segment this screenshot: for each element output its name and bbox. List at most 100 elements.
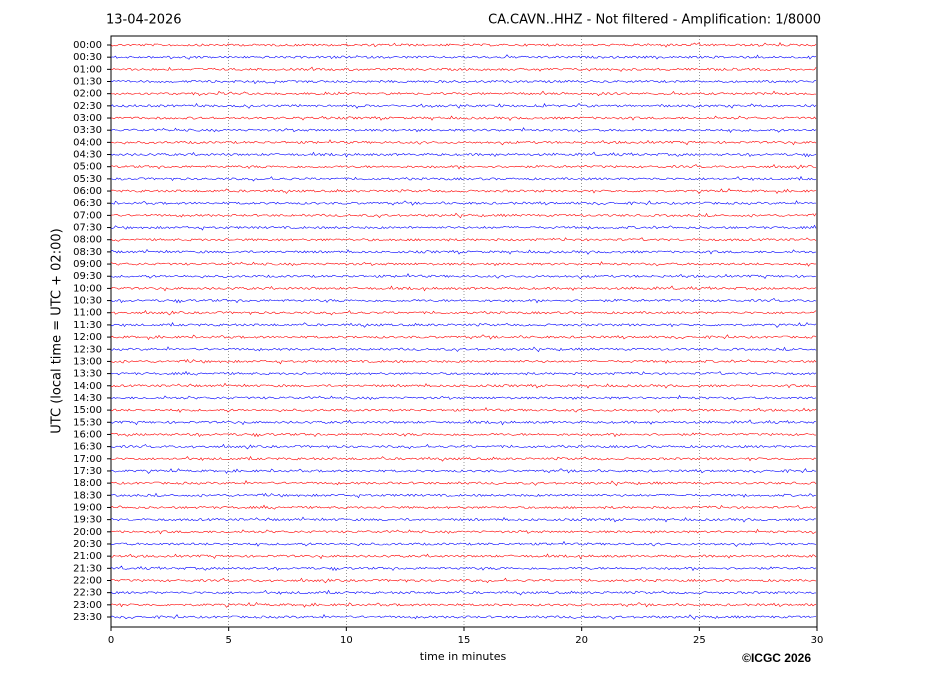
trace bbox=[110, 370, 817, 376]
x-tick-label: 10 bbox=[340, 635, 353, 646]
y-tick-label: 01:30 bbox=[73, 77, 102, 88]
credit: ©ICGC 2026 bbox=[742, 651, 811, 665]
y-tick-label: 09:00 bbox=[73, 259, 102, 270]
y-tick-label: 21:00 bbox=[73, 551, 102, 562]
x-axis-label: time in minutes bbox=[420, 650, 507, 663]
y-tick-label: 10:30 bbox=[73, 296, 102, 307]
y-tick-label: 03:30 bbox=[73, 125, 102, 136]
trace bbox=[110, 139, 817, 146]
trace bbox=[110, 613, 817, 620]
y-tick-label: 04:00 bbox=[73, 137, 102, 148]
y-tick-label: 20:00 bbox=[73, 527, 102, 538]
y-tick-label: 18:00 bbox=[73, 478, 102, 489]
trace bbox=[110, 90, 817, 97]
trace bbox=[110, 358, 817, 365]
trace bbox=[110, 334, 817, 341]
y-tick-label: 16:00 bbox=[73, 429, 102, 440]
trace bbox=[110, 504, 817, 510]
x-tick-label: 25 bbox=[693, 635, 706, 646]
y-tick-label: 17:30 bbox=[73, 466, 102, 477]
y-tick-label: 06:30 bbox=[73, 198, 102, 209]
y-tick-label: 22:00 bbox=[73, 575, 102, 586]
trace bbox=[110, 382, 817, 389]
trace bbox=[110, 432, 816, 438]
y-tick-label: 05:30 bbox=[73, 174, 102, 185]
y-tick-label: 11:30 bbox=[73, 320, 102, 331]
trace bbox=[110, 42, 817, 48]
plot-frame bbox=[110, 35, 818, 628]
y-axis-label: UTC (local time = UTC + 02:00) bbox=[50, 228, 65, 433]
trace bbox=[110, 601, 817, 608]
y-tick-label: 08:00 bbox=[73, 235, 102, 246]
y-tick-label: 15:00 bbox=[73, 405, 102, 416]
x-tick-label: 30 bbox=[811, 635, 824, 646]
chart-title: CA.CAVN..HHZ - Not filtered - Amplificat… bbox=[488, 13, 821, 28]
y-tick-label: 00:00 bbox=[73, 40, 102, 51]
trace bbox=[110, 115, 817, 121]
trace bbox=[110, 480, 817, 487]
y-tick-label: 23:30 bbox=[73, 612, 102, 623]
trace bbox=[110, 127, 817, 133]
trace bbox=[110, 212, 817, 219]
y-tick-label: 11:00 bbox=[73, 308, 102, 319]
trace bbox=[110, 273, 817, 280]
date-label: 13-04-2026 bbox=[106, 13, 182, 28]
trace bbox=[110, 577, 817, 584]
trace bbox=[110, 565, 817, 572]
y-tick-label: 14:30 bbox=[73, 393, 102, 404]
trace bbox=[110, 516, 817, 523]
trace bbox=[110, 553, 817, 560]
y-tick-label: 13:00 bbox=[73, 356, 102, 367]
trace bbox=[110, 261, 817, 267]
trace bbox=[110, 455, 817, 462]
trace bbox=[111, 66, 817, 72]
y-tick-label: 02:00 bbox=[73, 89, 102, 100]
trace bbox=[110, 54, 817, 60]
x-tick-label: 5 bbox=[225, 635, 231, 646]
y-tick-label: 06:00 bbox=[73, 186, 102, 197]
x-tick-label: 0 bbox=[108, 635, 114, 646]
trace bbox=[110, 310, 817, 316]
y-tick-label: 05:00 bbox=[73, 162, 102, 173]
trace bbox=[110, 394, 817, 401]
trace bbox=[110, 285, 817, 292]
trace bbox=[110, 528, 817, 535]
y-tick-label: 12:30 bbox=[73, 344, 102, 355]
y-tick-label: 16:30 bbox=[73, 442, 102, 453]
y-tick-label: 18:30 bbox=[73, 490, 102, 501]
trace bbox=[110, 188, 817, 194]
y-tick-label: 19:00 bbox=[73, 502, 102, 513]
trace bbox=[110, 346, 817, 353]
y-tick-label: 04:30 bbox=[73, 150, 102, 161]
y-tick-label: 02:30 bbox=[73, 101, 102, 112]
y-tick-label: 22:30 bbox=[73, 588, 102, 599]
y-tick-label: 13:30 bbox=[73, 369, 102, 380]
trace bbox=[110, 589, 816, 596]
trace bbox=[110, 200, 817, 206]
y-tick-label: 21:30 bbox=[73, 563, 102, 574]
x-tick-label: 15 bbox=[458, 635, 471, 646]
trace bbox=[110, 102, 817, 109]
y-tick-label: 17:00 bbox=[73, 454, 102, 465]
y-tick-label: 08:30 bbox=[73, 247, 102, 258]
trace bbox=[110, 540, 817, 547]
y-tick-label: 07:30 bbox=[73, 223, 102, 234]
y-tick-label: 20:30 bbox=[73, 539, 102, 550]
trace bbox=[110, 419, 817, 426]
trace bbox=[110, 237, 817, 242]
trace bbox=[110, 407, 817, 413]
y-tick-label: 23:00 bbox=[73, 600, 102, 611]
trace bbox=[110, 468, 817, 474]
y-tick-label: 12:00 bbox=[73, 332, 102, 343]
trace bbox=[110, 248, 817, 255]
trace bbox=[110, 322, 817, 328]
y-tick-label: 14:00 bbox=[73, 381, 102, 392]
trace bbox=[110, 151, 817, 158]
y-tick-label: 03:00 bbox=[73, 113, 102, 124]
x-tick-label: 20 bbox=[575, 635, 588, 646]
y-tick-label: 15:30 bbox=[73, 417, 102, 428]
y-tick-label: 01:00 bbox=[73, 64, 102, 75]
trace bbox=[110, 297, 817, 304]
trace bbox=[110, 443, 817, 450]
trace bbox=[110, 164, 817, 170]
